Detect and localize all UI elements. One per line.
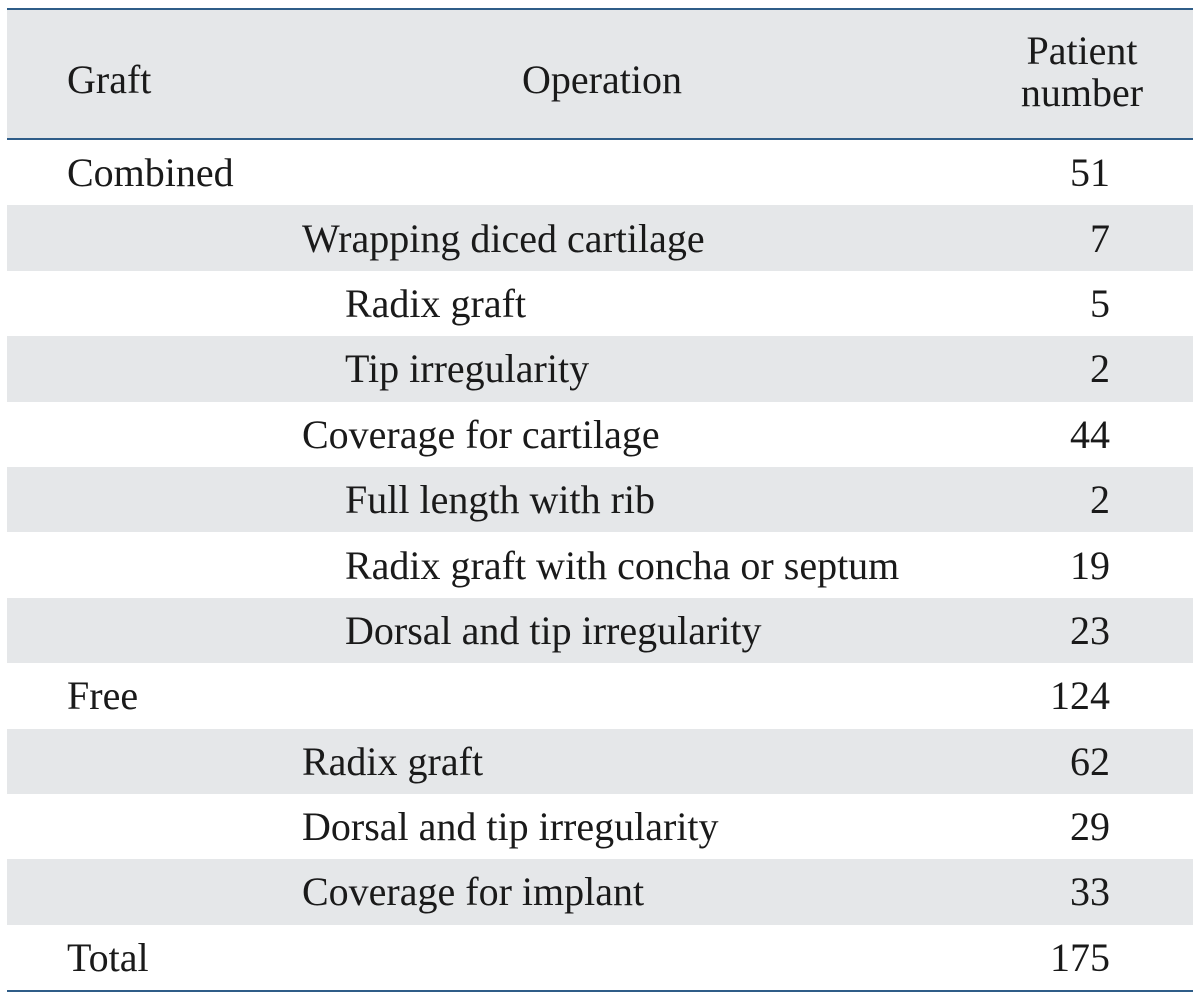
table-row: Radix graft 62 <box>7 728 1193 794</box>
operation-cell: Tip irregularity <box>345 346 590 392</box>
operation-cell: Wrapping diced cartilage <box>302 215 705 261</box>
graft-cell: Combined <box>67 150 234 196</box>
header-patient-number: Patient number <box>1007 30 1157 114</box>
table-row: Coverage for cartilage 44 <box>7 402 1193 467</box>
operation-cell: Full length with rib <box>345 477 655 523</box>
operation-cell: Radix graft <box>345 280 527 326</box>
table-row: Dorsal and tip irregularity 29 <box>7 794 1193 859</box>
number-cell: 5 <box>1090 280 1110 326</box>
number-cell: 23 <box>1070 607 1110 653</box>
table-row: Tip irregularity 2 <box>7 336 1193 402</box>
data-table: Graft Operation Patient number Combined … <box>7 8 1193 993</box>
number-cell: 124 <box>1050 673 1110 719</box>
top-rule <box>7 8 1193 10</box>
number-cell: 19 <box>1070 542 1110 588</box>
table-row: Dorsal and tip irregularity 23 <box>7 597 1193 664</box>
operation-cell: Dorsal and tip irregularity <box>302 804 719 850</box>
graft-cell: Free <box>67 673 139 719</box>
table-row: Free 124 <box>7 663 1193 728</box>
number-cell: 2 <box>1090 477 1110 523</box>
bottom-rule <box>7 990 1193 993</box>
operation-cell: Coverage for cartilage <box>302 411 660 457</box>
operation-cell: Radix graft with concha or septum <box>345 542 900 588</box>
number-cell: 175 <box>1050 934 1110 980</box>
table-row: Coverage for implant 33 <box>7 859 1193 925</box>
number-cell: 7 <box>1090 215 1110 261</box>
operation-cell: Dorsal and tip irregularity <box>345 607 762 653</box>
number-cell: 29 <box>1070 804 1110 850</box>
table-row: Wrapping diced cartilage 7 <box>7 205 1193 271</box>
operation-cell: Coverage for implant <box>302 869 645 915</box>
number-cell: 51 <box>1070 150 1110 196</box>
number-cell: 44 <box>1070 411 1110 457</box>
operation-cell: Radix graft <box>302 738 484 784</box>
number-cell: 2 <box>1090 346 1110 392</box>
table-row: Total 175 <box>7 925 1193 990</box>
table-body: Combined 51 Wrapping diced cartilage 7 R… <box>7 140 1193 990</box>
table-row: Radix graft 5 <box>7 271 1193 336</box>
table-header: Graft Operation Patient number <box>7 10 1193 138</box>
graft-cell: Total <box>67 934 149 980</box>
table-row: Radix graft with concha or septum 19 <box>7 532 1193 597</box>
table-row: Combined 51 <box>7 140 1193 205</box>
header-rule <box>7 138 1193 140</box>
table-row: Full length with rib 2 <box>7 466 1193 533</box>
header-patient-line2: number <box>1020 70 1144 115</box>
header-patient-line1: Patient <box>1026 28 1138 73</box>
header-operation: Operation <box>522 57 682 102</box>
header-graft: Graft <box>67 57 152 102</box>
number-cell: 33 <box>1070 869 1110 915</box>
number-cell: 62 <box>1070 738 1110 784</box>
